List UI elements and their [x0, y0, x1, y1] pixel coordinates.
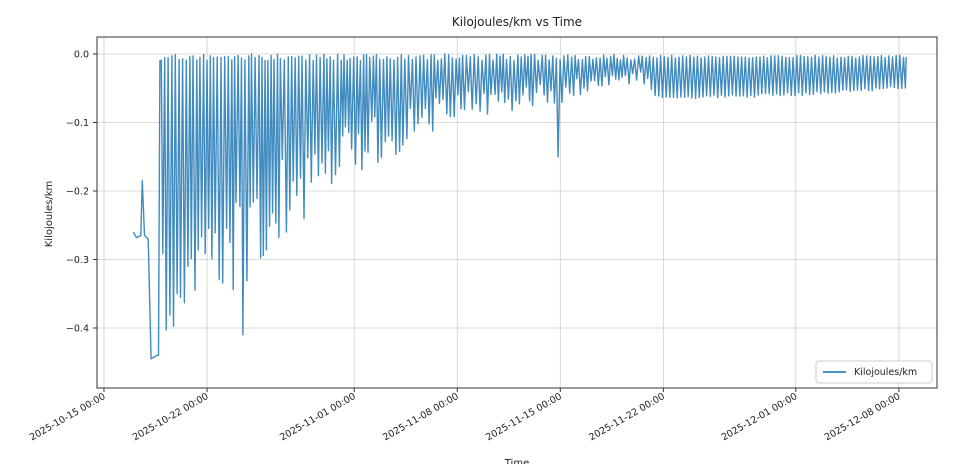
- chart-title: Kilojoules/km vs Time: [452, 15, 582, 29]
- y-tick-label: −0.4: [66, 324, 89, 335]
- x-axis-label: Time: [504, 458, 529, 464]
- x-tick-label: 2025-12-08 00:00: [823, 391, 903, 443]
- x-tick-label: 2025-11-15 00:00: [484, 391, 564, 443]
- legend: Kilojoules/km: [815, 360, 933, 384]
- plot-area-frame: [96, 36, 938, 389]
- y-tick-label: −0.1: [66, 118, 89, 129]
- x-axis-ticks: 2025-10-15 00:00 2025-10-22 00:00 2025-11-…: [28, 388, 903, 443]
- legend-label: Kilojoules/km: [854, 367, 917, 378]
- x-tick-label: 2025-11-01 00:00: [278, 391, 358, 443]
- y-tick-label: −0.3: [66, 255, 89, 266]
- y-axis-label: Kilojoules/km: [44, 181, 55, 248]
- x-tick-label: 2025-12-01 00:00: [720, 391, 800, 443]
- y-tick-label: 0.0: [74, 50, 89, 61]
- data-series-kilojoules-per-km: [132, 53, 907, 360]
- x-tick-label: 2025-11-08 00:00: [381, 391, 461, 443]
- y-axis-ticks: 0.0 −0.1 −0.2 −0.3 −0.4: [66, 50, 97, 335]
- x-tick-label: 2025-10-22 00:00: [131, 391, 211, 443]
- y-tick-label: −0.2: [66, 187, 89, 198]
- x-tick-label: 2025-11-22 00:00: [587, 391, 667, 443]
- x-tick-label: 2025-10-15 00:00: [28, 391, 108, 443]
- legend-box: [815, 360, 933, 384]
